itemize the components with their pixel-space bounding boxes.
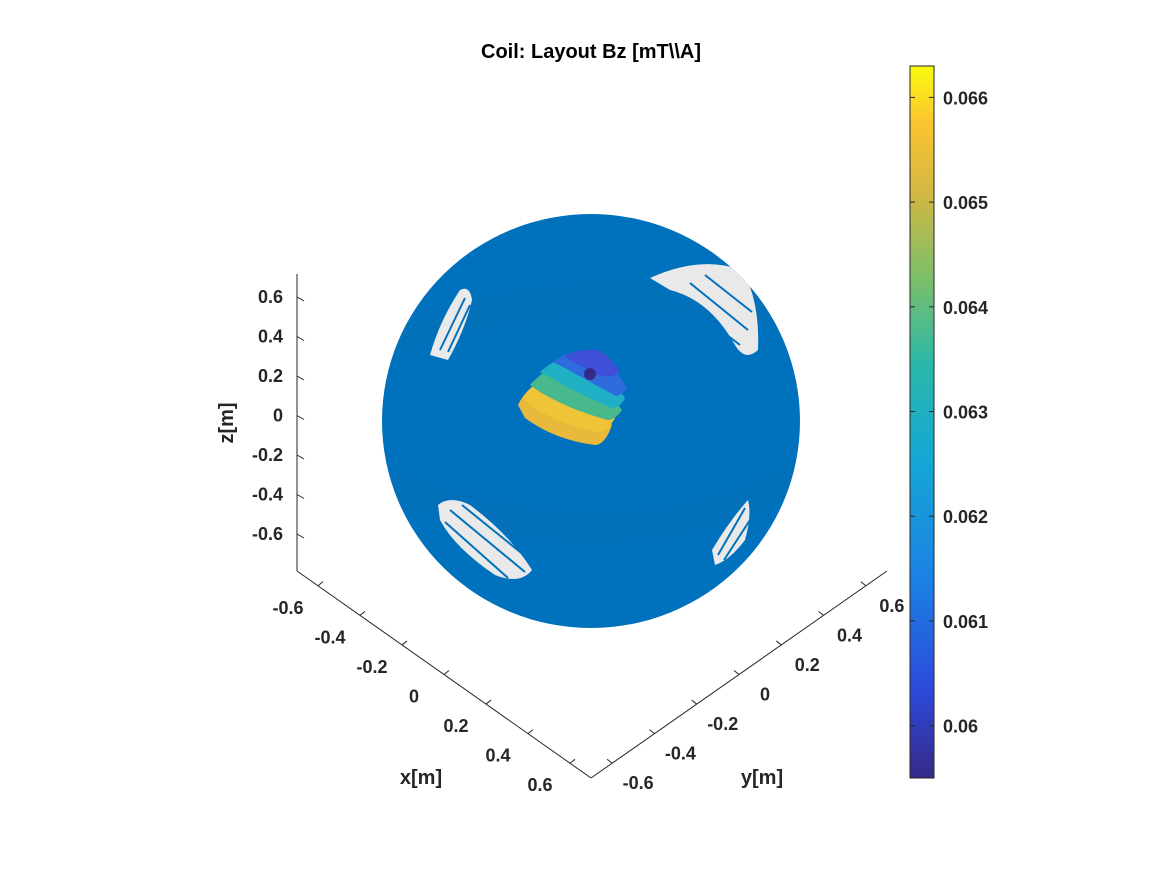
x-tick-label: -0.2 [356, 657, 387, 677]
x-tick-label: -0.4 [314, 627, 345, 647]
sphere-band-lower [395, 460, 800, 543]
colorbar-tick-label: 0.065 [943, 193, 988, 213]
y-tick-label: 0.4 [837, 625, 862, 645]
y-tick-mark [818, 610, 824, 616]
colorbar-tick-label: 0.066 [943, 88, 988, 108]
y-tick-mark [649, 729, 655, 735]
z-tick-label: 0.2 [258, 366, 283, 386]
coil-gap-top-left [430, 288, 472, 360]
target-point-marker [584, 368, 596, 380]
z-tick-label: 0.6 [258, 287, 283, 307]
x-tick-group: -0.6 -0.4 -0.2 0 0.2 0.4 0.6 [272, 581, 576, 795]
x-tick-label: 0 [409, 687, 419, 707]
chart-title: Coil: Layout Bz [mT\\A] [481, 41, 701, 63]
coil-gap-bottom-left [438, 500, 532, 579]
y-tick-mark [775, 640, 782, 646]
x-tick-mark [485, 699, 492, 705]
y-tick-label: -0.6 [623, 773, 654, 793]
z-tick-mark [296, 375, 305, 381]
colorbar-gradient [909, 65, 935, 779]
z-tick-label: 0.4 [258, 327, 283, 347]
x-tick-mark [569, 758, 576, 764]
y-tick-label: -0.4 [665, 744, 696, 764]
y-tick-label: -0.2 [707, 714, 738, 734]
y-tick-mark [606, 758, 613, 764]
y-tick-mark [691, 699, 698, 705]
y-tick-label: 0 [760, 685, 770, 705]
x-axis-label: x[m] [400, 767, 442, 789]
x-tick-mark [401, 640, 408, 646]
z-axis-label: z[m] [216, 402, 238, 443]
colorbar-tick-label: 0.061 [943, 612, 988, 632]
x-tick-mark [359, 610, 366, 616]
y-axis-label: y[m] [741, 767, 783, 789]
colorbar-tick-label: 0.06 [943, 717, 978, 737]
z-tick-label: -0.4 [252, 485, 283, 505]
colorbar-tick-label: 0.064 [943, 298, 988, 318]
field-patch-indigo [565, 349, 620, 377]
z-tick-mark [296, 296, 305, 302]
y-tick-mark [860, 581, 867, 587]
target-field-region [518, 349, 627, 445]
coil-gap-top-right [650, 264, 759, 355]
y-tick-group: -0.6 -0.4 -0.2 0 0.2 0.4 0.6 [606, 581, 904, 793]
z-tick-group: 0.6 0.4 0.2 0 -0.2 -0.4 -0.6 [252, 287, 305, 544]
y-tick-mark [733, 670, 740, 675]
z-tick-mark [296, 494, 305, 499]
z-tick-mark [296, 415, 305, 420]
coil-gap-bottom-right [712, 500, 751, 565]
coil-sphere [382, 214, 800, 628]
z-tick-mark [296, 533, 305, 539]
colorbar-tick-label: 0.062 [943, 507, 988, 527]
y-tick-label: 0.6 [879, 596, 904, 616]
x-tick-label: 0.2 [443, 716, 468, 736]
z-tick-mark [296, 336, 305, 341]
z-tick-label: -0.2 [252, 445, 283, 465]
y-tick-label: 0.2 [795, 655, 820, 675]
z-tick-label: 0 [273, 406, 283, 426]
colorbar-tick-group: 0.066 0.065 0.064 0.063 0.062 0.061 0.06 [910, 88, 988, 737]
x-tick-label: 0.6 [527, 775, 552, 795]
x-tick-mark [527, 729, 534, 735]
x-tick-mark [443, 670, 450, 675]
z-tick-label: -0.6 [252, 524, 283, 544]
x-tick-mark [317, 581, 324, 587]
z-tick-mark [296, 454, 305, 460]
x-tick-label: -0.6 [272, 598, 303, 618]
x-tick-label: 0.4 [485, 746, 510, 766]
colorbar-tick-label: 0.063 [943, 403, 988, 423]
field-patch-teal [540, 355, 625, 408]
colorbar: 0.066 0.065 0.064 0.063 0.062 0.061 0.06 [909, 65, 988, 779]
